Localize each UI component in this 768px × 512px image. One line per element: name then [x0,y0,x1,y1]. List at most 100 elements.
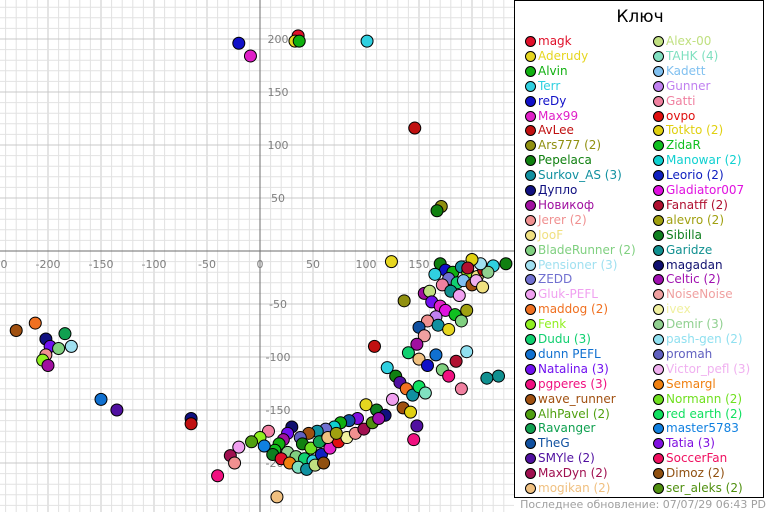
legend-marker-icon [525,274,536,286]
data-point [386,392,399,406]
data-point [429,348,443,362]
legend-marker-icon [525,438,536,450]
legend-marker-icon [525,170,536,182]
legend-label: Jerer (2) [538,212,587,227]
y-tick-label: 150 [268,86,289,99]
legend-label: Leorio (2) [666,168,724,183]
data-point [410,419,424,433]
legend-label: Gluk-PEFL [538,287,598,302]
legend-marker-icon [525,110,536,122]
legend-label: TheG [538,436,570,451]
legend-label: Dudu (3) [538,332,591,346]
legend-label: Fenk [538,317,567,332]
data-point [110,403,124,417]
legend-marker-icon [653,259,664,271]
legend-marker-icon [653,140,664,152]
legend-label: Pensioner (3) [538,257,618,272]
legend-marker-icon [525,453,536,465]
legend-marker-icon [653,185,664,196]
legend-label: master5783 [666,421,739,436]
legend-marker-icon [525,125,536,137]
data-point [245,435,259,449]
data-point [460,345,474,359]
legend-marker-icon [525,363,536,375]
legend-marker-icon [525,155,536,167]
legend-marker-icon [653,214,664,226]
legend-label: ovpo [666,108,696,123]
legend-label: SMYle (2) [538,451,595,466]
legend-marker-icon [653,468,664,480]
data-point [64,339,78,353]
data-point [407,433,421,447]
legend-marker-icon [525,199,536,211]
legend-label: Manowar (2) [666,153,742,168]
data-point [499,257,513,271]
data-point [380,361,394,375]
x-tick-label: 150 [409,258,430,271]
data-point [481,265,495,279]
legend-marker-icon [525,259,536,271]
legend-label: JooF [538,227,564,242]
legend-label: wave_runner [538,391,616,406]
legend-label: Gunner [666,78,711,93]
legend-label: Garidze [666,242,713,257]
legend-marker-icon [653,378,664,390]
legend-label: Dimoz (2) [666,466,725,481]
legend-label: MaxDyn (2) [538,466,608,481]
data-point [232,440,246,454]
legend-marker-icon [653,274,664,286]
legend-label: Alvin [538,63,568,78]
x-tick-label: -250 [0,258,7,271]
x-tick-label: 50 [306,258,320,271]
data-point [360,34,374,48]
legend-label: Victor_pefl (3) [666,361,751,376]
legend-marker-icon [653,423,664,435]
legend-marker-icon [525,408,536,420]
data-point [401,346,415,360]
legend-label: Totkto (2) [666,123,724,138]
x-tick-label: -150 [89,258,114,271]
legend-marker-icon [525,65,536,77]
legend-label: AlhPavel (2) [538,406,610,421]
legend-label: Дупло [538,183,578,197]
data-point [476,280,490,294]
legend-marker-icon [653,334,664,345]
data-point [9,324,23,337]
legend-marker-icon [525,36,536,47]
grid [0,0,514,512]
legend-label: Demir (3) [666,317,724,332]
tick-labels: -250-200-150-100-50050100150200250200150… [0,33,483,470]
y-tick-label: -100 [266,351,291,364]
legend-marker-icon [653,125,664,137]
data-point [94,392,108,406]
legend-marker-icon [653,289,664,301]
legend-marker-icon [653,304,664,316]
legend-marker-icon [525,393,536,405]
data-point [52,342,66,356]
legend-marker-icon [653,199,664,211]
data-point [461,261,475,275]
data-point [184,417,198,431]
data-point [417,329,431,343]
legend-marker-icon [653,453,664,465]
legend-label: magk [538,34,572,48]
legend-marker-icon [525,50,536,62]
legend-label: TAHK (4) [666,48,719,63]
legend-label: Новикоф [538,197,595,212]
legend-label: alevro (2) [666,212,724,227]
data-point [329,426,343,440]
legend-marker-icon [653,36,664,47]
legend-label: Surkov_AS (3) [538,168,622,183]
legend-marker-icon [525,95,536,107]
legend-label: magadan [666,257,723,272]
legend-marker-icon [653,393,664,405]
data-point [428,267,442,281]
legend-label: NoiseNoise [666,287,733,302]
legend-marker-icon [525,319,536,331]
legend-marker-icon [525,468,536,480]
legend-marker-icon [525,334,536,345]
data-point [243,49,257,63]
legend-label: Fanatff (2) [666,197,728,212]
legend-marker-icon [653,438,664,450]
data-point [372,411,386,425]
